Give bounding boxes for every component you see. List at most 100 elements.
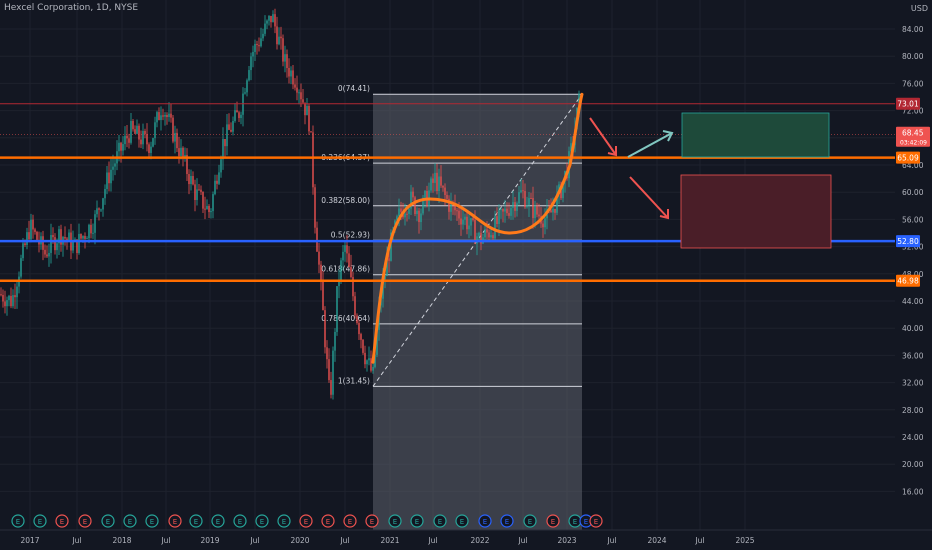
candle-body xyxy=(382,279,384,299)
earnings-marker-icon[interactable] xyxy=(55,514,69,528)
time-axis-label: Jul xyxy=(160,536,170,545)
earnings-marker-icon[interactable] xyxy=(211,514,225,528)
earnings-marker-icon[interactable] xyxy=(11,514,25,528)
candle-body xyxy=(266,20,268,24)
candle-body xyxy=(208,206,210,213)
earnings-marker-letter: E xyxy=(393,518,397,526)
earnings-marker-icon[interactable] xyxy=(523,514,537,528)
earnings-marker-icon[interactable] xyxy=(589,514,603,528)
earnings-marker-icon[interactable] xyxy=(478,514,492,528)
target-box-green[interactable] xyxy=(681,112,830,158)
candle-body xyxy=(144,130,146,135)
candle-body xyxy=(2,294,4,302)
candle-body xyxy=(458,210,460,219)
candle-body xyxy=(332,350,334,395)
earnings-marker-icon[interactable] xyxy=(299,514,313,528)
price-tick-label: 16.00 xyxy=(902,487,924,496)
candle-body xyxy=(228,124,230,130)
earnings-marker-icon[interactable] xyxy=(546,514,560,528)
candle-body xyxy=(32,219,34,230)
candle-body xyxy=(384,276,386,280)
candle-body xyxy=(346,245,348,254)
earnings-marker-icon[interactable] xyxy=(233,514,247,528)
earnings-marker-icon[interactable] xyxy=(123,514,137,528)
level-price-tag-entry[interactable] xyxy=(896,151,920,164)
earnings-marker-letter: E xyxy=(528,518,532,526)
earnings-marker-icon[interactable] xyxy=(455,514,469,528)
arrow-down-right-1[interactable] xyxy=(589,117,617,157)
candle-body xyxy=(50,235,52,253)
price-tick-label: 32.00 xyxy=(902,379,924,388)
candle-body xyxy=(530,198,532,200)
candle-body xyxy=(10,295,12,307)
earnings-marker-icon[interactable] xyxy=(343,514,357,528)
candle-body xyxy=(52,235,54,238)
time-axis[interactable]: 2017 Jul 2018 Jul 2019 Jul 2020 Jul 2021 Jul 2022 J… xyxy=(0,529,932,550)
candle-body xyxy=(146,134,148,145)
candle-body xyxy=(466,216,468,230)
arrow-up-right[interactable] xyxy=(627,130,674,158)
candle-body xyxy=(182,147,184,158)
candle-body xyxy=(474,219,476,244)
candle-body xyxy=(448,198,450,212)
last-price-value: 68.45 xyxy=(902,129,924,138)
earnings-marker-icon[interactable] xyxy=(365,514,379,528)
candle-body xyxy=(22,243,24,259)
earnings-marker-icon[interactable] xyxy=(101,514,115,528)
level-price-tag-text: 46.98 xyxy=(897,277,919,286)
earnings-marker-icon[interactable] xyxy=(277,514,291,528)
fib-level-label: 0.382(58.00) xyxy=(321,196,370,205)
candle-body xyxy=(560,184,562,199)
candle-body xyxy=(450,202,452,212)
candle-body xyxy=(250,56,252,71)
drawings[interactable] xyxy=(371,92,832,364)
earnings-marker-icon[interactable] xyxy=(145,514,159,528)
candle-body xyxy=(496,216,498,225)
candle-body xyxy=(86,238,88,240)
price-axis[interactable]: 84.0080.0076.0072.0068.0064.0060.0056.00… xyxy=(895,0,932,530)
candle-body xyxy=(236,110,238,113)
earnings-marker-icon[interactable] xyxy=(500,514,514,528)
price-tick-label: 40.00 xyxy=(902,324,924,333)
price-tick-label: 64.00 xyxy=(902,161,924,170)
arrow-down-right-2[interactable] xyxy=(629,176,669,220)
target-box-red[interactable] xyxy=(680,174,832,249)
candle-body xyxy=(500,208,502,211)
last-price-tag[interactable] xyxy=(896,126,930,147)
candle-body xyxy=(510,207,512,216)
earnings-marker-icon[interactable] xyxy=(255,514,269,528)
earnings-marker-icon[interactable] xyxy=(78,514,92,528)
candle-body xyxy=(542,223,544,228)
earnings-marker-letter: E xyxy=(16,518,20,526)
earnings-marker-icon[interactable] xyxy=(189,514,203,528)
candle-body xyxy=(152,138,154,147)
candle-body xyxy=(578,93,580,108)
level-price-tag-midline[interactable] xyxy=(896,235,920,248)
candle-body xyxy=(102,198,104,210)
symbol-title[interactable]: Hexcel Corporation, 1D, NYSE xyxy=(4,3,139,13)
candle-body xyxy=(196,189,198,201)
fibonacci-retracement[interactable]: 0(74.41)0.236(64.37)0.382(58.00)0.5(52.9… xyxy=(321,84,583,530)
candle-body xyxy=(170,113,172,118)
candle-body xyxy=(20,258,22,277)
candle-body xyxy=(488,232,490,238)
candle-body xyxy=(508,213,510,216)
candle-body xyxy=(276,26,278,45)
earnings-marker-icon[interactable] xyxy=(321,514,335,528)
earnings-marker-icon[interactable] xyxy=(410,514,424,528)
level-price-tag-support[interactable] xyxy=(896,274,920,287)
candle-body xyxy=(414,197,416,214)
earnings-marker-letter: E xyxy=(150,518,154,526)
earnings-marker-icon[interactable] xyxy=(433,514,447,528)
candle-body xyxy=(424,190,426,198)
earnings-marker-icon[interactable] xyxy=(33,514,47,528)
candle-body xyxy=(136,125,138,134)
earnings-marker-icon[interactable] xyxy=(168,514,182,528)
level-price-tag-resistance[interactable] xyxy=(896,97,920,110)
earnings-marker-icon[interactable] xyxy=(388,514,402,528)
candle-body xyxy=(204,208,206,210)
candle-body xyxy=(94,214,96,233)
curve-drawing[interactable] xyxy=(371,92,584,364)
